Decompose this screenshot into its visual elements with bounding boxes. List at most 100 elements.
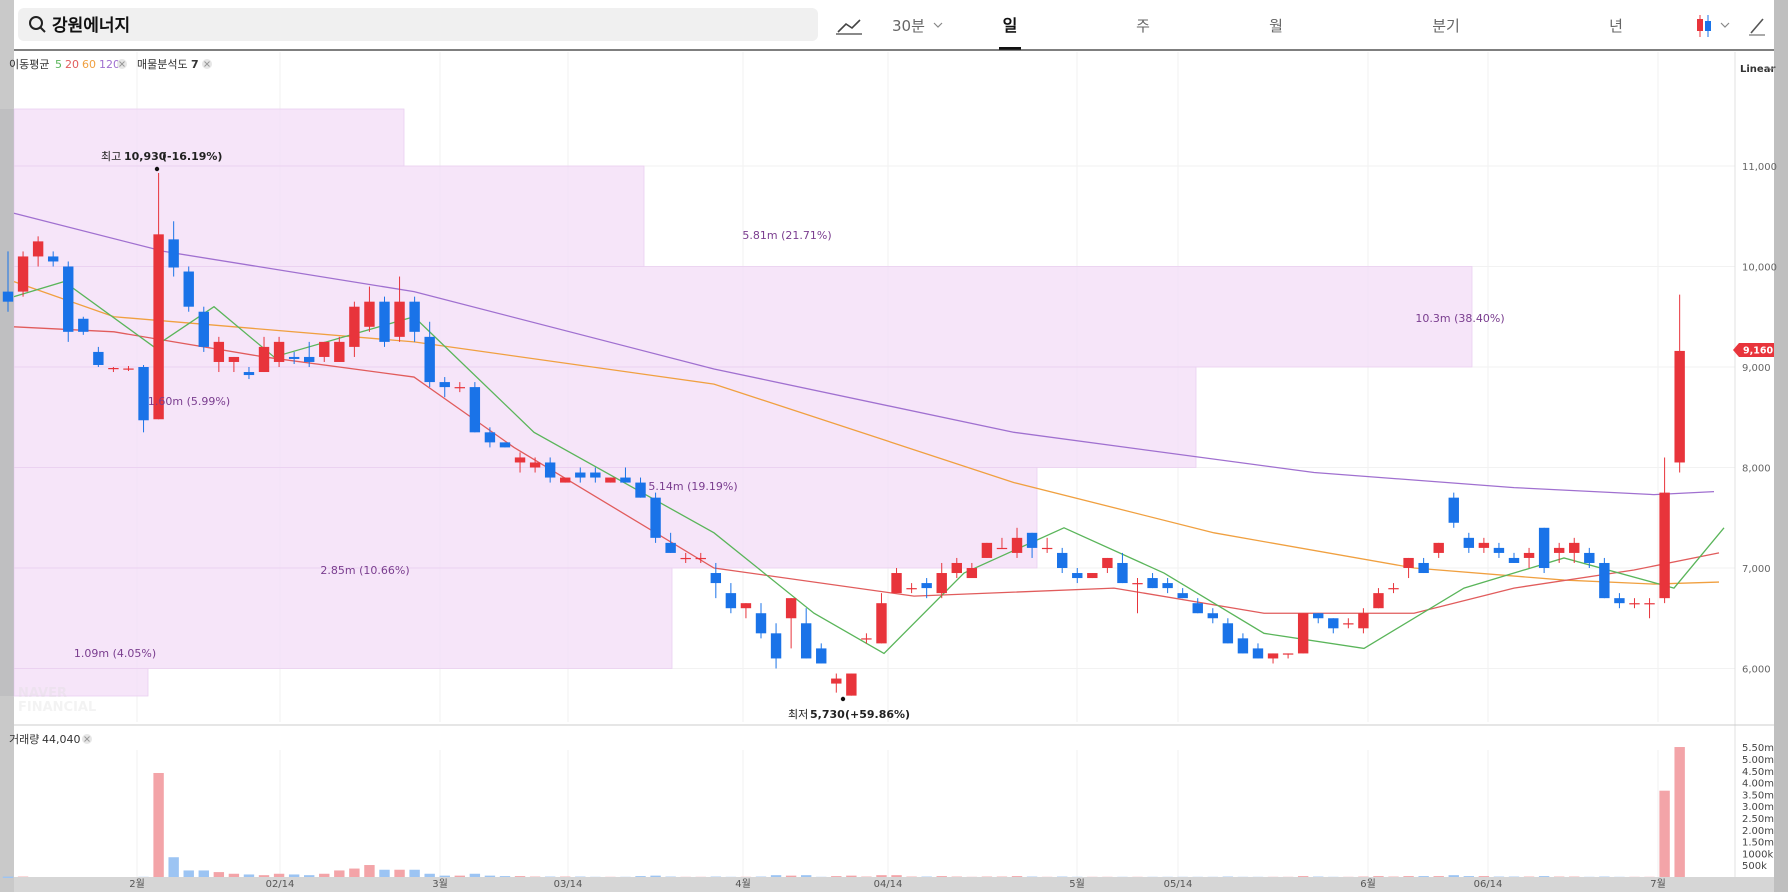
low-value: 5,730 [810, 708, 845, 721]
time-tick-label: 5월 [1069, 878, 1085, 890]
price-tick-label: 8,000 [1742, 464, 1771, 475]
candle [891, 568, 902, 594]
volume-tick-label: 4.00m [1742, 779, 1774, 790]
close-icon[interactable] [82, 734, 92, 744]
candle-body [620, 477, 631, 483]
volume-bar [273, 873, 285, 878]
candle [454, 382, 465, 393]
candle [680, 552, 691, 563]
candle-body [349, 306, 360, 347]
volume-tick-label: 3.50m [1742, 790, 1774, 801]
tab-분기[interactable]: 분기 [1432, 17, 1460, 35]
search-input[interactable]: 강원에너지 [52, 16, 130, 36]
candle-body [63, 266, 74, 332]
interval-select[interactable]: 30분 [892, 17, 925, 35]
candle [770, 623, 782, 669]
candle [168, 221, 179, 277]
candle-body [334, 341, 345, 362]
tab-일[interactable]: 일 [1003, 16, 1018, 35]
candle [439, 377, 450, 398]
candle-body [590, 472, 601, 478]
candle-body [1147, 578, 1158, 589]
candle [620, 467, 631, 483]
candle-body [1569, 542, 1580, 553]
candle-body [906, 588, 917, 590]
candle-body [484, 432, 496, 443]
volume-bar [243, 874, 255, 878]
candle-body [183, 271, 194, 307]
candle-body [2, 291, 14, 302]
candle-body [1087, 573, 1098, 579]
candle-body [861, 638, 872, 640]
candle-body [439, 382, 450, 388]
candle-body [650, 497, 661, 538]
candle-body [514, 457, 526, 463]
candle [1237, 633, 1249, 654]
candle [409, 296, 420, 342]
candle-body [1403, 557, 1414, 568]
candle [273, 336, 285, 367]
volume-axis: 5.50m5.00m4.50m4.00m3.50m3.00m2.50m2.00m… [1742, 743, 1774, 872]
candle [1373, 588, 1384, 609]
candle [846, 673, 857, 696]
candle [831, 673, 842, 693]
candle [499, 442, 511, 448]
candle [921, 578, 932, 599]
search-box[interactable] [18, 8, 818, 41]
volume-bar [1448, 875, 1459, 878]
candle-body [1252, 648, 1264, 659]
candle [108, 367, 119, 373]
candle [1011, 527, 1023, 558]
volume-profile-bar [13, 165, 645, 267]
candle-body [1117, 562, 1128, 584]
volume-bar [228, 873, 240, 878]
candle-body [1328, 618, 1339, 629]
candle-body [1282, 653, 1294, 655]
candle-type-icon[interactable] [1697, 15, 1730, 37]
tab-년[interactable]: 년 [1609, 17, 1623, 35]
candle [951, 557, 962, 579]
candle-body [755, 613, 767, 634]
candle [1132, 578, 1143, 614]
close-icon[interactable] [202, 59, 212, 69]
candle [1569, 537, 1580, 563]
candle-body [680, 557, 691, 560]
volume-profile-bar [13, 668, 149, 697]
candle-body [1011, 537, 1023, 553]
candle [1553, 542, 1565, 563]
ma-legend-label: 이동평균 [9, 58, 49, 71]
candle-body [1659, 492, 1670, 599]
candle-body [1162, 583, 1173, 589]
close-icon[interactable] [117, 59, 127, 69]
candle [258, 336, 270, 373]
candle-body [846, 673, 857, 696]
candle [1674, 294, 1685, 473]
tab-주[interactable]: 주 [1136, 17, 1150, 35]
volume-profile-bar [13, 467, 1038, 569]
pencil-icon[interactable] [1749, 18, 1765, 36]
candle [1057, 547, 1068, 574]
candle [183, 266, 194, 312]
candles [2, 173, 1685, 696]
tab-월[interactable]: 월 [1269, 17, 1283, 35]
candle-body [1463, 537, 1475, 548]
watermark: NAVER FINANCIAL [18, 686, 96, 715]
candle [93, 346, 104, 367]
candle-body [1674, 350, 1685, 463]
volume-bar [153, 772, 164, 878]
ma-period-20: 20 [65, 58, 79, 71]
candle-body [304, 356, 315, 362]
price-tick-label: 9,000 [1742, 363, 1771, 374]
candle [1313, 613, 1324, 624]
candle [876, 593, 887, 644]
volume-bar [198, 870, 209, 878]
candle [710, 562, 722, 599]
scale-mode[interactable]: Linear [1740, 64, 1775, 75]
volume-bar [1674, 747, 1685, 878]
drawing-tool-icon[interactable] [836, 19, 862, 35]
candle-body [1599, 562, 1610, 599]
candle-body [1553, 547, 1565, 553]
time-tick-label: 04/14 [874, 879, 903, 890]
candle [78, 316, 89, 335]
candle [17, 251, 29, 297]
